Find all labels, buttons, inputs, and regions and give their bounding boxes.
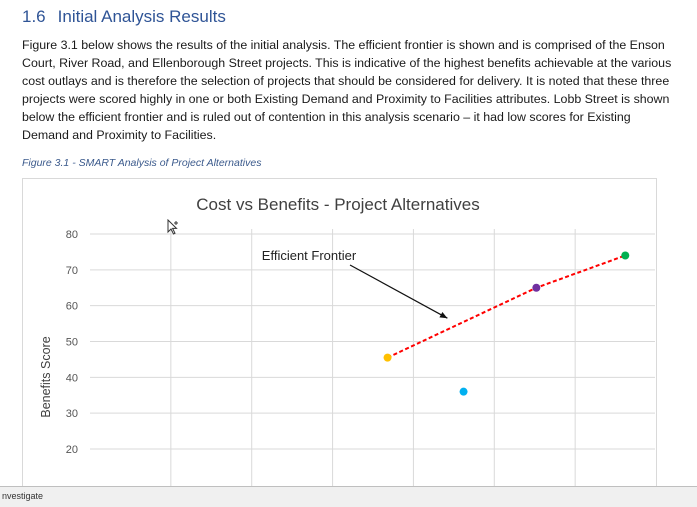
paragraph-line: cost outlays and is therefore the select…	[22, 74, 670, 88]
section-number: 1.6	[22, 7, 46, 26]
scatter-chart: Cost vs Benefits - Project Alternatives …	[39, 195, 655, 489]
data-point	[383, 353, 392, 362]
status-tab-label[interactable]: nvestigate	[2, 491, 44, 501]
paragraph-line: projects were scored highly in one or bo…	[22, 92, 670, 106]
y-tick-label: 80	[66, 229, 78, 241]
section-title: Initial Analysis Results	[57, 7, 226, 26]
data-point	[621, 251, 630, 260]
status-bar: nvestigate	[0, 486, 697, 507]
y-tick-label: 30	[66, 408, 78, 420]
paragraph-line: Figure 3.1 below shows the results of th…	[22, 38, 665, 52]
chart-title: Cost vs Benefits - Project Alternatives	[196, 195, 479, 214]
paragraph-line: Court, River Road, and Ellenborough Stre…	[22, 56, 672, 70]
data-point	[532, 283, 541, 292]
annotation-arrow	[349, 264, 448, 319]
body-paragraph: Figure 3.1 below shows the results of th…	[22, 36, 697, 144]
data-points	[383, 251, 630, 396]
chart-frame: Cost vs Benefits - Project Alternatives …	[22, 178, 657, 489]
frontier-line-group	[387, 254, 626, 359]
y-tick-label: 60	[66, 301, 78, 313]
annotation-group: Efficient Frontier	[262, 248, 448, 319]
y-tick-label: 40	[66, 372, 78, 384]
y-tick-label: 50	[66, 337, 78, 349]
y-tick-label: 70	[66, 265, 78, 277]
annotation-label: Efficient Frontier	[262, 248, 357, 263]
paragraph-line: below the efficient frontier and is rule…	[22, 110, 631, 124]
section-heading: 1.6 Initial Analysis Results	[22, 7, 226, 27]
y-axis-label: Benefits Score	[39, 336, 53, 417]
chart-grid	[90, 229, 655, 489]
paragraph-line: Demand and Proximity to Facilities.	[22, 128, 217, 142]
move-cursor-icon	[167, 219, 178, 235]
y-tick-label: 20	[66, 444, 78, 456]
frontier-line	[387, 254, 626, 359]
arrow-head-icon	[439, 311, 448, 319]
figure-caption: Figure 3.1 - SMART Analysis of Project A…	[22, 157, 262, 169]
y-axis-ticks: 80 70 60 50 40 30 20	[66, 229, 78, 456]
data-point	[459, 387, 468, 396]
